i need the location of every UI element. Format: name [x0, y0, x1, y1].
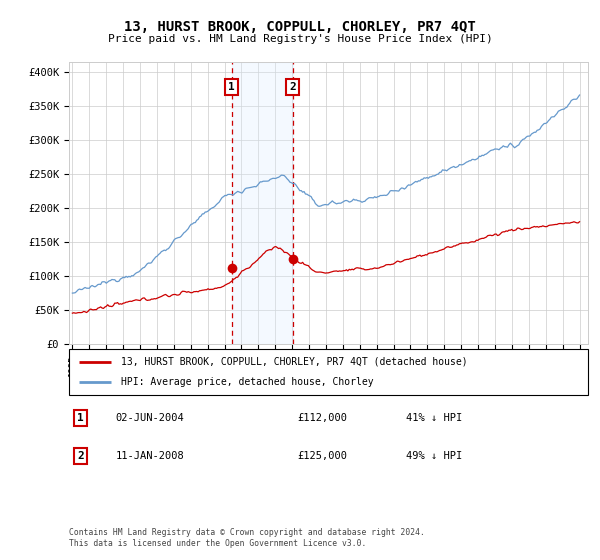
Text: 1: 1	[228, 82, 235, 92]
Text: Contains HM Land Registry data © Crown copyright and database right 2024.
This d: Contains HM Land Registry data © Crown c…	[69, 528, 425, 548]
Text: HPI: Average price, detached house, Chorley: HPI: Average price, detached house, Chor…	[121, 377, 374, 387]
Text: £125,000: £125,000	[298, 451, 347, 461]
Text: 2: 2	[77, 451, 84, 461]
Text: 1: 1	[77, 413, 84, 423]
Text: £112,000: £112,000	[298, 413, 347, 423]
Text: 02-JUN-2004: 02-JUN-2004	[116, 413, 184, 423]
Bar	[232, 62, 293, 344]
Text: 11-JAN-2008: 11-JAN-2008	[116, 451, 184, 461]
Text: 13, HURST BROOK, COPPULL, CHORLEY, PR7 4QT (detached house): 13, HURST BROOK, COPPULL, CHORLEY, PR7 4…	[121, 357, 467, 367]
FancyBboxPatch shape	[69, 349, 588, 395]
Text: 49% ↓ HPI: 49% ↓ HPI	[406, 451, 463, 461]
Text: 2: 2	[289, 82, 296, 92]
Text: 13, HURST BROOK, COPPULL, CHORLEY, PR7 4QT: 13, HURST BROOK, COPPULL, CHORLEY, PR7 4…	[124, 20, 476, 34]
Text: 41% ↓ HPI: 41% ↓ HPI	[406, 413, 463, 423]
Text: Price paid vs. HM Land Registry's House Price Index (HPI): Price paid vs. HM Land Registry's House …	[107, 34, 493, 44]
